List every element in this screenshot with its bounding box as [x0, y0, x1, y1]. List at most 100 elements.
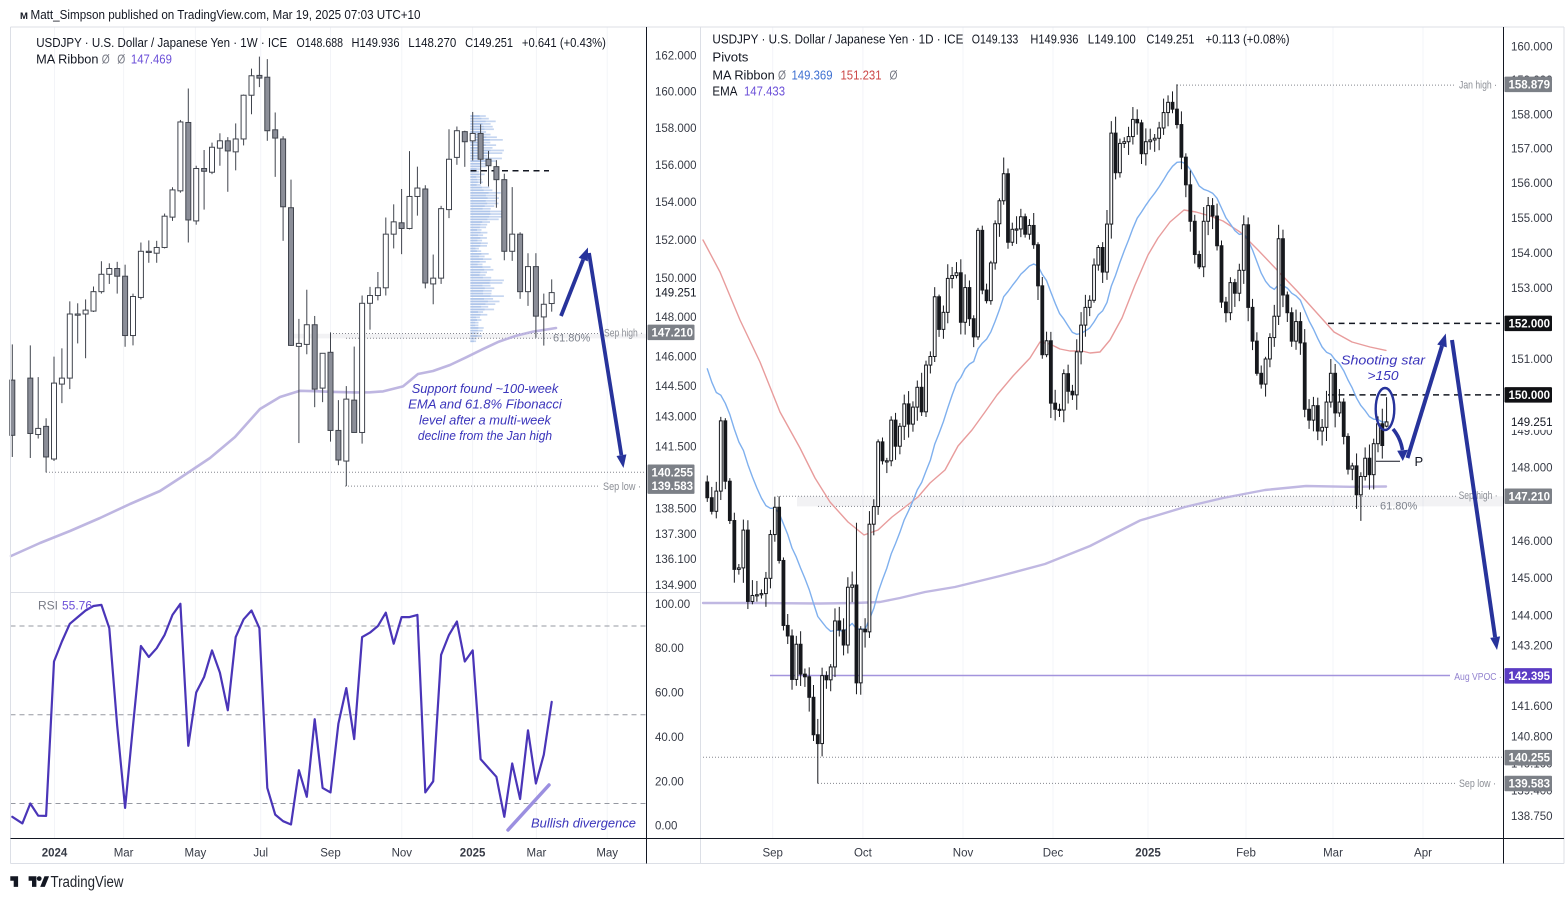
svg-text:147.469: 147.469	[131, 53, 172, 67]
svg-text:O149.133: O149.133	[972, 33, 1019, 47]
svg-text:Jul: Jul	[253, 848, 268, 860]
svg-text:Feb: Feb	[1236, 848, 1256, 860]
svg-text:149.251: 149.251	[655, 288, 697, 300]
svg-text:146.000: 146.000	[655, 351, 697, 363]
svg-text:Ø: Ø	[890, 69, 898, 83]
svg-text:RSI: RSI	[38, 599, 58, 613]
svg-text:150.000: 150.000	[655, 273, 697, 285]
svg-text:153.000: 153.000	[1511, 283, 1553, 295]
svg-text:147.433: 147.433	[744, 85, 785, 99]
svg-text:147.210: 147.210	[1509, 491, 1551, 503]
svg-text:TradingView: TradingView	[51, 874, 125, 891]
svg-text:Sep: Sep	[762, 848, 782, 860]
svg-text:147.210: 147.210	[652, 327, 694, 339]
svg-text:Jan high ·: Jan high ·	[1459, 80, 1497, 92]
svg-text:142.395: 142.395	[1509, 671, 1551, 683]
svg-text:2025: 2025	[460, 848, 486, 860]
svg-text:140.255: 140.255	[652, 467, 694, 479]
svg-text:156.000: 156.000	[1511, 178, 1553, 190]
svg-text:Aug VPOC ·: Aug VPOC ·	[1454, 671, 1502, 683]
svg-text:160.000: 160.000	[1511, 41, 1553, 53]
svg-text:138.500: 138.500	[655, 504, 697, 516]
svg-text:141.500: 141.500	[655, 442, 697, 454]
svg-text:158.879: 158.879	[1509, 79, 1551, 91]
svg-text:M: M	[20, 11, 28, 22]
svg-text:150.000: 150.000	[1509, 390, 1551, 402]
svg-text:157.000: 157.000	[1511, 144, 1553, 156]
svg-text:+0.641 (+0.43%): +0.641 (+0.43%)	[522, 36, 606, 50]
svg-text:Ø: Ø	[117, 53, 125, 67]
svg-text:C149.251: C149.251	[1146, 33, 1194, 47]
svg-text:L149.100: L149.100	[1088, 33, 1136, 47]
svg-text:151.000: 151.000	[1511, 354, 1553, 366]
svg-text:158.000: 158.000	[1511, 109, 1553, 121]
svg-text:H149.936: H149.936	[1030, 33, 1078, 47]
svg-text:140.255: 140.255	[1509, 753, 1551, 765]
svg-text:decline from the Jan high: decline from the Jan high	[418, 428, 552, 443]
svg-text:141.600: 141.600	[1511, 701, 1553, 713]
svg-text:Mar: Mar	[526, 848, 546, 860]
svg-text:80.00: 80.00	[655, 643, 684, 655]
svg-text:160.000: 160.000	[655, 87, 697, 99]
svg-text:Sep low ·: Sep low ·	[1459, 778, 1496, 790]
svg-text:55.76: 55.76	[62, 599, 92, 613]
svg-text:+0.113 (+0.08%): +0.113 (+0.08%)	[1206, 33, 1290, 47]
svg-text:EMA and 61.8% Fibonacci: EMA and 61.8% Fibonacci	[408, 397, 563, 412]
svg-text:152.000: 152.000	[1509, 318, 1551, 330]
svg-text:40.00: 40.00	[655, 732, 684, 744]
svg-text:MA Ribbon: MA Ribbon	[712, 69, 774, 83]
svg-text:2024: 2024	[42, 848, 68, 860]
svg-text:Bullish divergence: Bullish divergence	[531, 816, 636, 831]
svg-text:Shooting star: Shooting star	[1341, 353, 1426, 368]
svg-text:138.750: 138.750	[1511, 811, 1553, 823]
svg-text:137.300: 137.300	[655, 529, 697, 541]
svg-text:EMA: EMA	[712, 85, 738, 99]
svg-text:144.000: 144.000	[1511, 610, 1553, 622]
svg-text:151.231: 151.231	[841, 69, 882, 83]
svg-text:USDJPY · U.S. Dollar / Japanes: USDJPY · U.S. Dollar / Japanese Yen · 1D…	[712, 33, 963, 47]
svg-text:61.80%: 61.80%	[1380, 501, 1418, 513]
svg-text:Ø: Ø	[102, 53, 110, 67]
svg-text:20.00: 20.00	[655, 776, 684, 788]
svg-text:149.251: 149.251	[1511, 417, 1553, 429]
svg-text:143.200: 143.200	[1511, 640, 1553, 652]
svg-text:P: P	[1415, 454, 1424, 469]
svg-text:136.100: 136.100	[655, 554, 697, 566]
svg-text:149.369: 149.369	[792, 69, 833, 83]
svg-text:O148.688: O148.688	[297, 36, 344, 50]
svg-text:139.583: 139.583	[1509, 779, 1551, 791]
svg-text:144.500: 144.500	[655, 381, 697, 393]
svg-text:156.000: 156.000	[655, 160, 697, 172]
svg-text:Nov: Nov	[953, 848, 974, 860]
svg-text:USDJPY · U.S. Dollar / Japanes: USDJPY · U.S. Dollar / Japanese Yen · 1W…	[36, 36, 287, 50]
svg-text:134.900: 134.900	[655, 580, 697, 592]
svg-text:L148.270: L148.270	[408, 36, 456, 50]
svg-text:140.800: 140.800	[1511, 732, 1553, 744]
svg-text:0.00: 0.00	[655, 821, 677, 833]
svg-text:Nov: Nov	[392, 848, 413, 860]
svg-text:C149.251: C149.251	[465, 36, 513, 50]
svg-text:level after a multi-week: level after a multi-week	[419, 412, 552, 427]
svg-text:Mar: Mar	[1323, 848, 1343, 860]
svg-text:60.00: 60.00	[655, 688, 684, 700]
svg-text:100.00: 100.00	[655, 599, 690, 611]
svg-text:Apr: Apr	[1414, 848, 1432, 860]
svg-text:Sep: Sep	[320, 848, 340, 860]
svg-text:H149.936: H149.936	[352, 36, 400, 50]
svg-text:152.000: 152.000	[655, 235, 697, 247]
svg-text:Sep high ·: Sep high ·	[1459, 490, 1498, 502]
svg-text:Sep high ·: Sep high ·	[604, 328, 643, 340]
svg-text:Oct: Oct	[854, 848, 873, 860]
svg-text:143.000: 143.000	[655, 411, 697, 423]
svg-text:Sep low ·: Sep low ·	[603, 481, 641, 493]
svg-text:Ø: Ø	[778, 69, 786, 83]
svg-text:>150: >150	[1368, 368, 1400, 383]
svg-text:61.80%: 61.80%	[553, 333, 591, 345]
svg-text:May: May	[596, 848, 618, 860]
svg-text:154.000: 154.000	[655, 197, 697, 209]
svg-text:146.000: 146.000	[1511, 536, 1553, 548]
svg-text:Mar: Mar	[114, 848, 134, 860]
svg-text:Dec: Dec	[1043, 848, 1064, 860]
svg-text:148.000: 148.000	[1511, 462, 1553, 474]
svg-text:154.000: 154.000	[1511, 248, 1553, 260]
